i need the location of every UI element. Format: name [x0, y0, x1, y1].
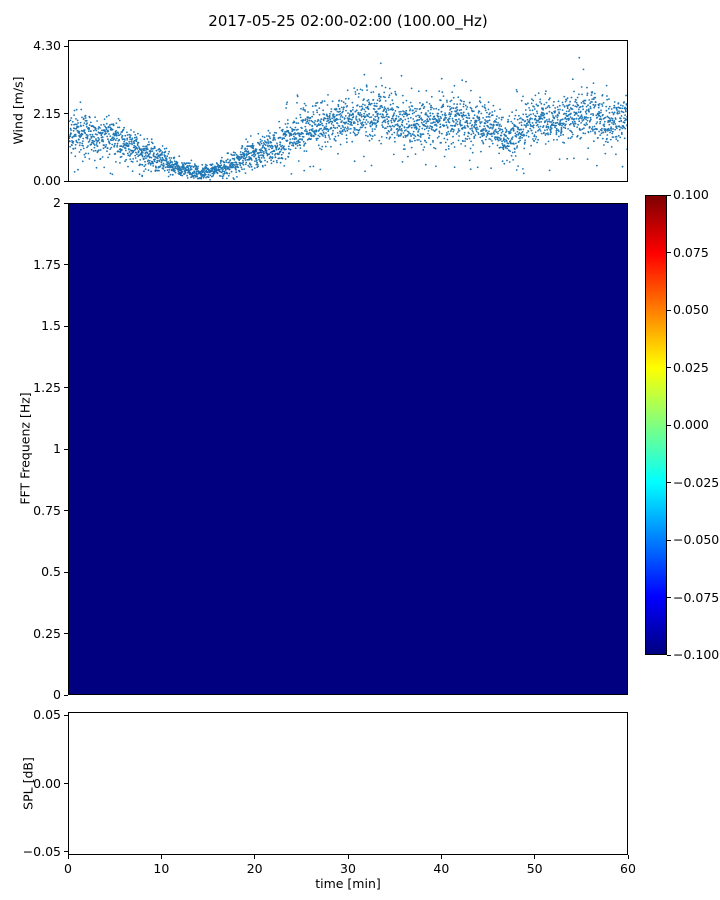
x-tickmark: [160, 855, 162, 859]
wind-scatter-points: [69, 56, 627, 181]
colorbar-ticklabel: 0.075: [673, 244, 709, 260]
colorbar-ticklabel: −0.075: [673, 589, 720, 605]
x-tickmark: [254, 855, 256, 859]
colorbar-tickmark: [667, 539, 671, 541]
colorbar-ticklabel: 0.050: [673, 302, 709, 317]
fft-y-ticklabel: 1.5: [41, 318, 61, 333]
x-ticklabel: 60: [620, 861, 636, 876]
figure-title: 2017-05-25 02:00-02:00 (100.00_Hz): [208, 12, 488, 30]
x-axis-label: time [min]: [315, 876, 381, 891]
colorbar-tickmark: [667, 309, 671, 311]
wind-y-ticklabel: 0.00: [33, 173, 61, 188]
colorbar-ticklabel: −0.050: [673, 532, 720, 547]
wind-scatter-plot: [68, 40, 628, 182]
spl-y-ticklabel: −0.05: [22, 843, 61, 859]
colorbar-tickmark: [667, 367, 671, 368]
wind-y-ticklabel: 2.15: [33, 105, 61, 121]
x-ticklabel: 50: [526, 861, 543, 876]
colorbar-tickmark: [667, 482, 671, 483]
colorbar-ticklabel: 0.100: [673, 187, 709, 202]
spl-plot: [68, 712, 628, 855]
x-ticklabel: 30: [340, 861, 356, 876]
x-ticklabel: 20: [246, 861, 263, 876]
x-tickmark: [534, 855, 536, 859]
x-tickmark: [67, 855, 69, 859]
x-ticklabel: 40: [433, 861, 450, 876]
wind-y-ticklabel: 4.30: [33, 38, 61, 53]
colorbar-ticklabel: 0.000: [673, 417, 709, 432]
fft-y-ticklabel: 2: [53, 195, 61, 210]
fft-y-ticklabel: 1.75: [33, 256, 61, 272]
fft-y-ticklabel: 0.25: [33, 625, 61, 641]
spl-y-ticklabel: 0.05: [33, 707, 61, 722]
colorbar: [645, 195, 667, 655]
x-ticklabel: 10: [153, 861, 170, 876]
fft-y-ticklabel: 0: [53, 687, 61, 702]
x-tickmark: [440, 855, 442, 859]
colorbar-ticklabel: −0.025: [673, 474, 720, 490]
x-ticklabel: 0: [64, 861, 72, 876]
colorbar-ticklabel: −0.100: [673, 647, 720, 662]
wind-y-axis-label: Wind [m/s]: [10, 76, 26, 145]
x-tickmark: [347, 855, 349, 859]
fft-y-ticklabel: 0.5: [41, 564, 61, 579]
colorbar-tickmark: [667, 424, 671, 426]
colorbar-ticklabel: 0.025: [673, 359, 709, 375]
colorbar-tickmark: [667, 654, 671, 656]
fft-y-axis-label: FFT Frequenz [Hz]: [17, 392, 33, 505]
colorbar-tickmark: [667, 194, 671, 196]
spl-y-axis-label: SPL [dB]: [20, 757, 36, 810]
x-tickmark: [627, 855, 629, 859]
fft-spectrogram: [68, 203, 628, 695]
colorbar-tickmark: [667, 597, 671, 598]
colorbar-tickmark: [667, 252, 671, 253]
